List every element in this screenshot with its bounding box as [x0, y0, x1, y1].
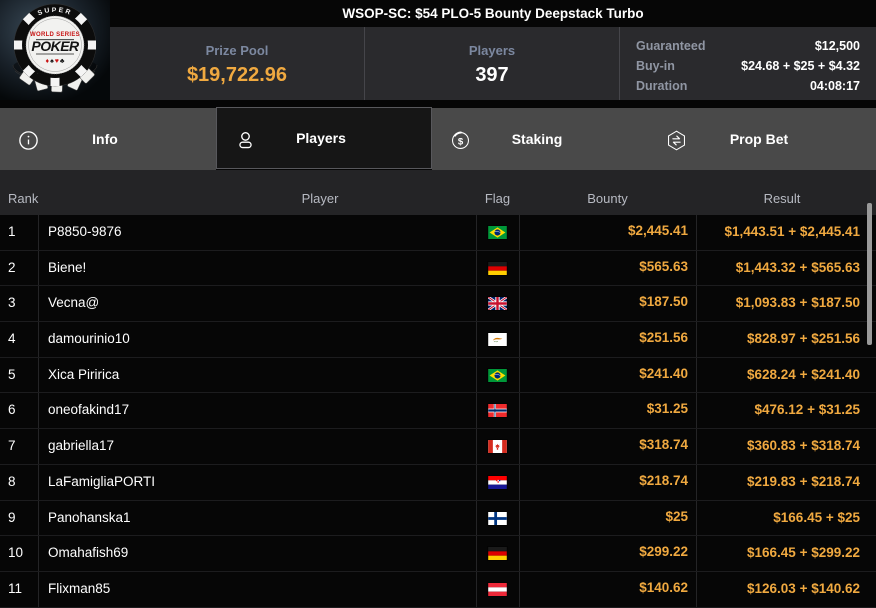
svg-text:POKER: POKER: [31, 38, 80, 54]
svg-text:$: $: [458, 137, 464, 148]
svg-text:♦♠♥♣: ♦♠♥♣: [45, 58, 64, 65]
